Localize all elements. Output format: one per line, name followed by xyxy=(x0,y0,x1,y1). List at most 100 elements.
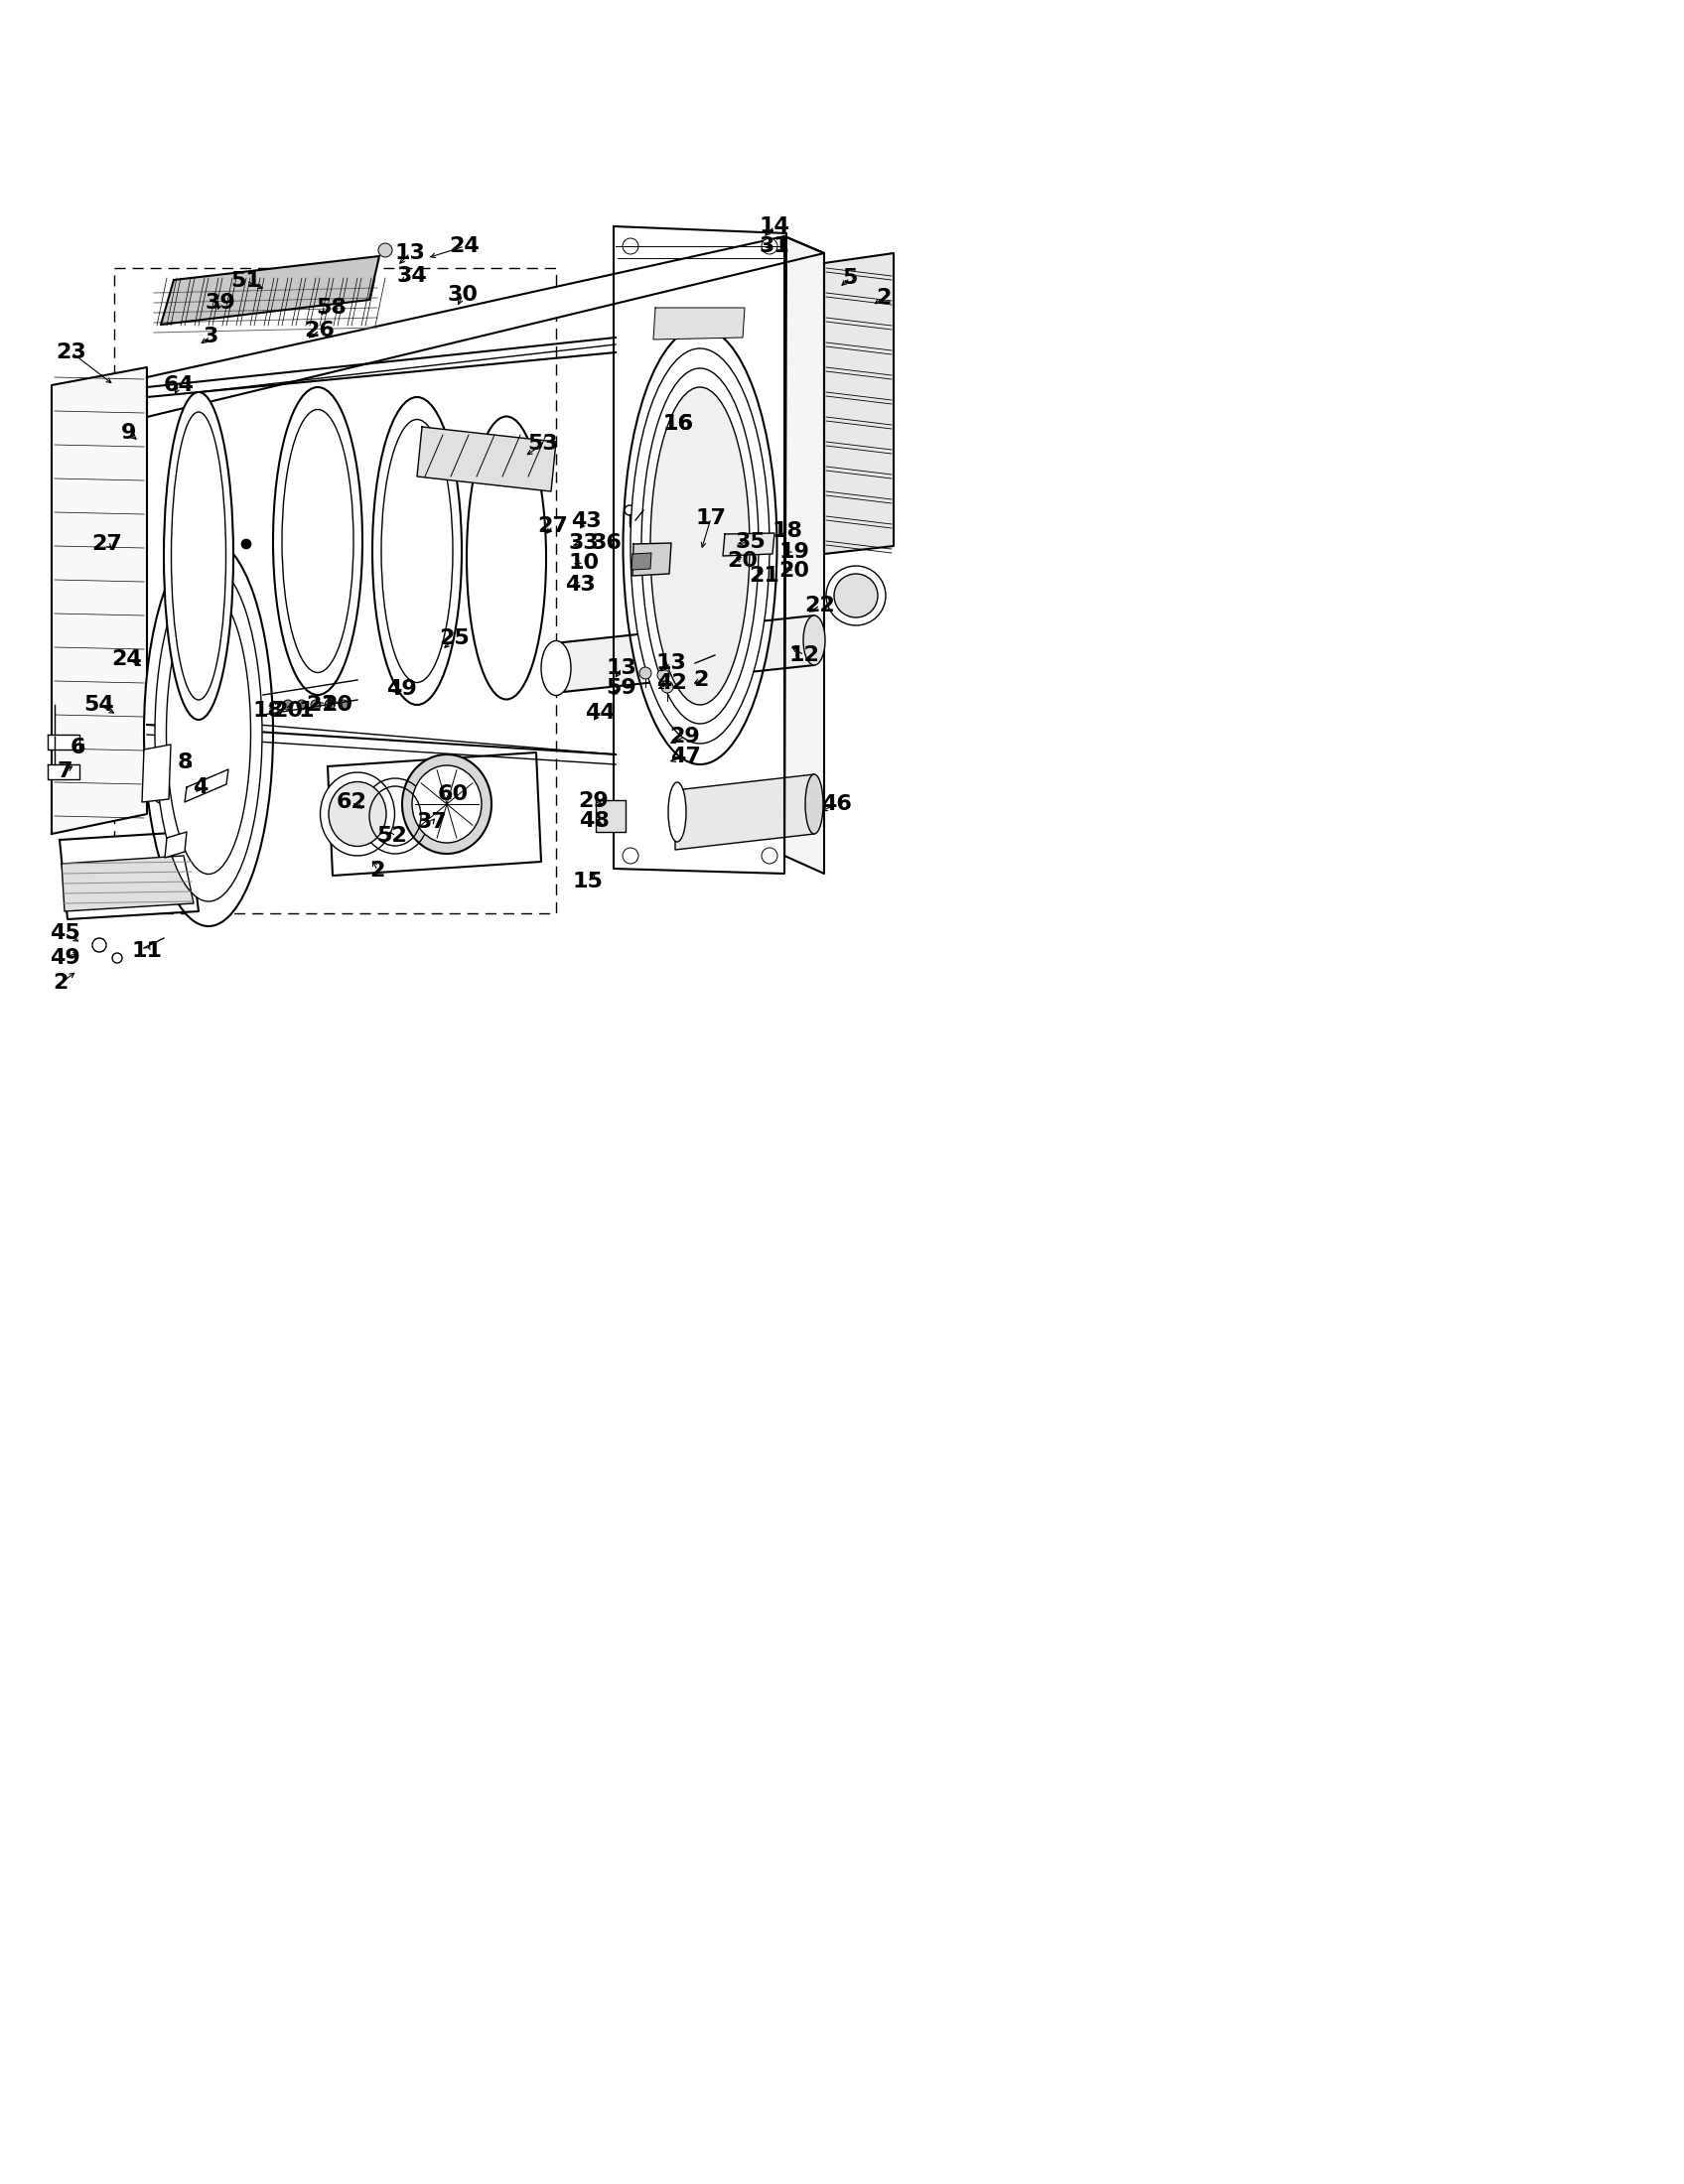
Ellipse shape xyxy=(143,539,273,926)
Text: 6: 6 xyxy=(69,738,86,758)
Text: 43: 43 xyxy=(571,511,601,531)
Text: 9: 9 xyxy=(121,424,136,443)
Text: 27: 27 xyxy=(93,535,123,555)
Polygon shape xyxy=(47,764,79,780)
Text: 52: 52 xyxy=(377,826,408,845)
Circle shape xyxy=(625,505,635,515)
Circle shape xyxy=(761,847,778,863)
Text: 39: 39 xyxy=(205,293,236,312)
Text: 29: 29 xyxy=(579,791,610,810)
Text: 20: 20 xyxy=(273,701,303,721)
Text: 62: 62 xyxy=(337,793,367,812)
Text: 20: 20 xyxy=(727,550,758,570)
Text: 26: 26 xyxy=(305,321,335,341)
Text: 30: 30 xyxy=(448,284,478,306)
Text: 53: 53 xyxy=(527,435,559,454)
Circle shape xyxy=(623,847,638,863)
Circle shape xyxy=(325,699,335,710)
Circle shape xyxy=(687,520,731,563)
Text: 49: 49 xyxy=(49,948,79,968)
Text: 13: 13 xyxy=(655,653,687,673)
Text: 54: 54 xyxy=(84,695,115,714)
Text: 43: 43 xyxy=(564,574,594,594)
Polygon shape xyxy=(722,533,775,557)
Ellipse shape xyxy=(320,773,394,856)
Circle shape xyxy=(241,539,251,548)
Text: 31: 31 xyxy=(759,236,790,256)
Text: 36: 36 xyxy=(591,533,621,553)
Text: 22: 22 xyxy=(805,596,835,616)
Ellipse shape xyxy=(803,616,825,666)
Text: 59: 59 xyxy=(606,677,637,699)
Polygon shape xyxy=(554,616,813,692)
Text: 35: 35 xyxy=(736,533,766,553)
Text: 21: 21 xyxy=(306,695,337,714)
Text: 58: 58 xyxy=(317,297,347,317)
Polygon shape xyxy=(59,832,199,919)
Text: 33: 33 xyxy=(569,533,600,553)
Ellipse shape xyxy=(623,328,776,764)
Polygon shape xyxy=(823,253,894,555)
Polygon shape xyxy=(162,256,379,325)
Text: 7: 7 xyxy=(57,762,72,782)
Polygon shape xyxy=(141,745,170,802)
Text: 8: 8 xyxy=(177,753,192,773)
Circle shape xyxy=(834,574,877,618)
Text: 44: 44 xyxy=(584,703,615,723)
Polygon shape xyxy=(785,236,823,874)
Text: 2: 2 xyxy=(52,972,67,994)
Polygon shape xyxy=(52,367,147,834)
Circle shape xyxy=(712,646,724,660)
Polygon shape xyxy=(165,832,187,858)
Text: 45: 45 xyxy=(49,924,79,943)
Text: 13: 13 xyxy=(606,657,637,677)
Text: 18: 18 xyxy=(253,701,283,721)
Text: 17: 17 xyxy=(695,509,726,529)
Text: 2: 2 xyxy=(876,288,891,308)
Text: 5: 5 xyxy=(842,269,857,288)
Text: 24: 24 xyxy=(450,236,480,256)
Text: 3: 3 xyxy=(202,328,219,347)
Ellipse shape xyxy=(328,782,386,845)
Text: 21: 21 xyxy=(749,566,780,585)
Text: 29: 29 xyxy=(670,727,701,747)
Circle shape xyxy=(155,791,167,804)
Text: 12: 12 xyxy=(788,644,820,666)
Circle shape xyxy=(761,238,778,253)
Ellipse shape xyxy=(155,563,263,902)
Text: 16: 16 xyxy=(663,415,694,435)
Circle shape xyxy=(173,841,185,854)
Text: 15: 15 xyxy=(573,871,603,891)
Text: 46: 46 xyxy=(822,795,852,815)
Text: 16: 16 xyxy=(663,415,694,435)
Circle shape xyxy=(640,502,647,511)
Polygon shape xyxy=(632,553,652,570)
Circle shape xyxy=(379,242,392,258)
Text: 42: 42 xyxy=(657,673,687,692)
Circle shape xyxy=(827,566,886,625)
Ellipse shape xyxy=(163,393,234,721)
Ellipse shape xyxy=(172,413,226,699)
Text: 51: 51 xyxy=(231,271,261,290)
Text: 34: 34 xyxy=(397,266,428,286)
Text: 48: 48 xyxy=(578,810,610,830)
Text: 1: 1 xyxy=(298,701,313,721)
Polygon shape xyxy=(418,426,556,491)
Circle shape xyxy=(695,526,722,555)
Circle shape xyxy=(312,699,320,710)
Text: 64: 64 xyxy=(163,376,194,395)
Text: 20: 20 xyxy=(322,695,354,714)
Text: 37: 37 xyxy=(416,812,448,832)
Ellipse shape xyxy=(642,369,758,723)
Text: 18: 18 xyxy=(771,522,803,542)
Text: 27: 27 xyxy=(537,515,569,535)
Ellipse shape xyxy=(413,764,482,843)
Circle shape xyxy=(113,952,123,963)
Ellipse shape xyxy=(805,775,823,834)
Text: 24: 24 xyxy=(111,649,143,668)
Polygon shape xyxy=(328,753,541,876)
Ellipse shape xyxy=(167,592,251,874)
Circle shape xyxy=(338,699,349,710)
Ellipse shape xyxy=(669,782,685,841)
Text: 23: 23 xyxy=(56,343,88,363)
